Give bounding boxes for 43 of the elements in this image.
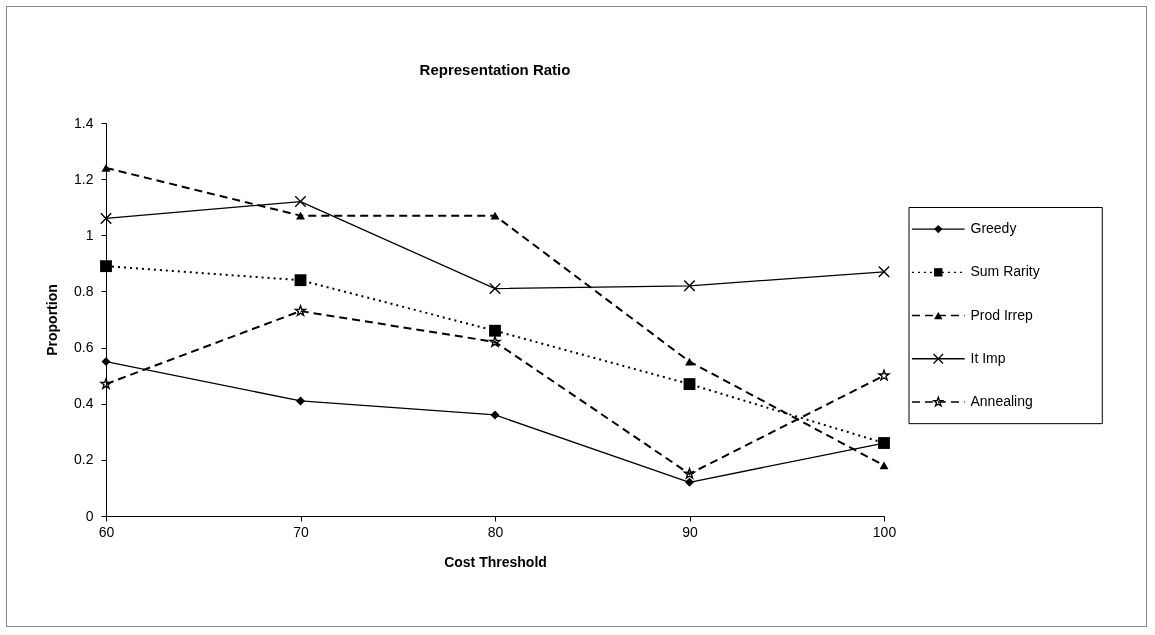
point — [100, 212, 112, 225]
point — [294, 274, 307, 287]
legend-label: It Imp — [970, 349, 1006, 366]
point — [296, 396, 305, 406]
y-tick-label: 0.6 — [74, 339, 94, 356]
point — [489, 336, 501, 347]
point — [685, 477, 694, 487]
y-axis-title: Proportion — [44, 284, 61, 356]
y-tick-label: 1.4 — [74, 114, 94, 131]
x-tick-label: 60 — [98, 523, 115, 540]
point — [294, 195, 307, 208]
legend-label: Prod Irrep — [970, 306, 1033, 323]
x-tick-label: 70 — [293, 523, 309, 540]
point — [879, 461, 889, 470]
point — [683, 467, 696, 479]
chart-title: Representation Ratio — [419, 61, 571, 78]
point — [101, 357, 111, 367]
point — [489, 282, 501, 295]
x-axis-title: Cost Threshold — [444, 553, 547, 570]
point — [101, 164, 111, 172]
y-tick-label: 0.2 — [74, 451, 94, 468]
legend-label: Sum Rarity — [970, 263, 1040, 280]
point — [294, 305, 307, 317]
point — [878, 265, 890, 278]
x-tick-label: 80 — [487, 523, 504, 540]
point — [490, 211, 500, 220]
point — [296, 211, 305, 220]
y-tick-label: 1.2 — [74, 170, 94, 187]
y-tick-label: 1 — [85, 226, 94, 243]
point — [490, 410, 500, 420]
point — [683, 279, 696, 292]
legend-label: Greedy — [970, 220, 1017, 237]
x-tick-label: 90 — [682, 523, 698, 540]
point — [878, 369, 890, 381]
y-tick-label: 0.8 — [74, 282, 94, 299]
point — [683, 378, 696, 390]
point — [489, 324, 501, 337]
y-tick-label: 0 — [85, 507, 94, 524]
y-tick-label: 0.4 — [74, 395, 94, 412]
legend-label: Annealing — [970, 393, 1033, 410]
point — [100, 378, 112, 390]
x-tick-label: 100 — [872, 523, 897, 540]
point — [100, 260, 112, 273]
